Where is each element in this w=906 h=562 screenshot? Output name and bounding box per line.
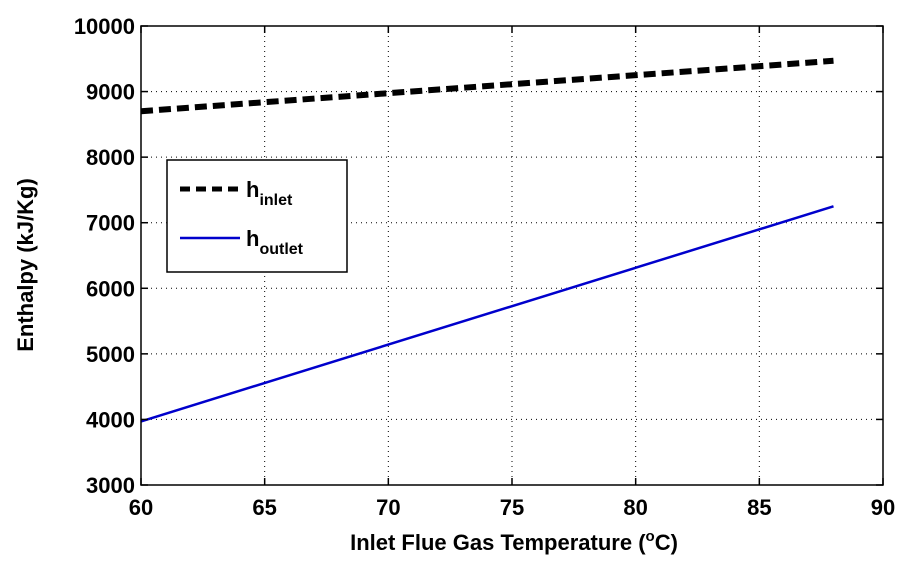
y-axis-label: Enthalpy (kJ/Kg) [13,178,38,352]
legend-label-inlet: hinlet [246,177,293,209]
y-tick-label: 6000 [86,276,135,301]
x-tick-label: 90 [871,495,895,520]
y-axis-ticks: 3000 4000 5000 6000 7000 8000 9000 10000 [74,14,883,498]
y-tick-label: 5000 [86,342,135,367]
y-tick-label: 8000 [86,145,135,170]
legend: hinlet houtlet [166,159,348,273]
x-tick-label: 60 [129,495,153,520]
y-tick-label: 4000 [86,407,135,432]
grid [141,26,883,485]
x-axis-ticks: 60 65 70 75 80 85 90 [129,26,895,520]
x-tick-label: 75 [500,495,524,520]
y-tick-label: 10000 [74,14,135,39]
y-tick-label: 7000 [86,211,135,236]
series-line-inlet [140,57,834,115]
x-tick-label: 80 [623,495,647,520]
legend-box [166,159,348,273]
y-tick-label: 3000 [86,473,135,498]
x-tick-label: 65 [252,495,276,520]
series-line-outlet [140,205,834,423]
x-tick-label: 70 [376,495,400,520]
x-axis-label: Inlet Flue Gas Temperature (oC) [350,528,678,555]
legend-label-outlet: houtlet [246,226,304,258]
x-tick-label: 85 [747,495,771,520]
y-tick-label: 9000 [86,80,135,105]
plot-lines [140,57,834,423]
